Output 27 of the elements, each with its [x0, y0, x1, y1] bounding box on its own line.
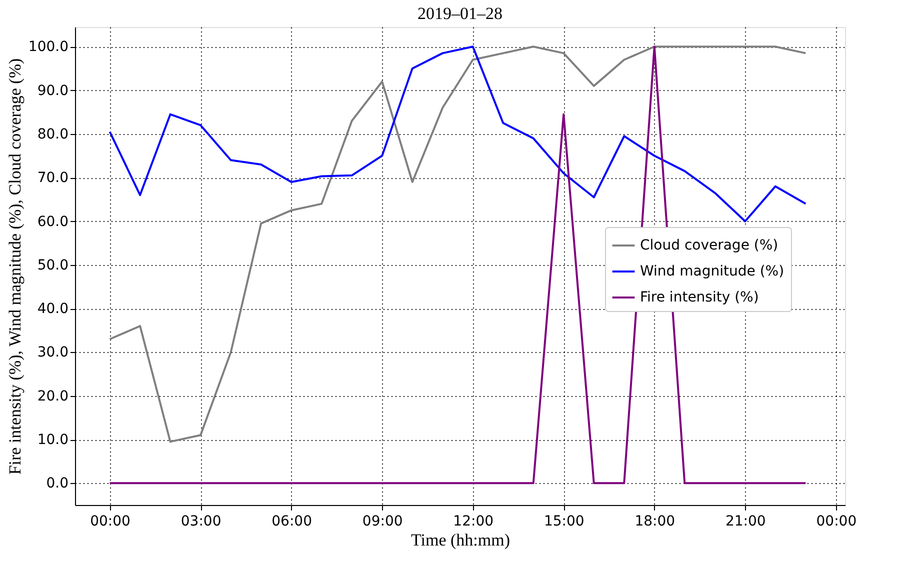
x-tick-label: 06:00 — [272, 514, 312, 530]
legend-label: Wind magnitude (%) — [640, 264, 784, 280]
y-tick-label: 100.0 — [28, 39, 68, 56]
legend-label: Fire intensity (%) — [640, 290, 759, 306]
line-series — [108, 46, 807, 222]
x-axis-title: Time (hh:mm) — [410, 530, 510, 550]
y-axis-title: Fire intensity (%), Wind magnitude (%), Cloud coverage (%) — [5, 58, 24, 475]
x-tick-label: 15:00 — [544, 514, 584, 530]
x-tick-label: 09:00 — [362, 514, 403, 530]
y-tick-label: 20.0 — [37, 388, 68, 404]
x-tick-label: 18:00 — [634, 514, 676, 530]
y-tick-label: 40.0 — [37, 301, 68, 318]
y-tick-label: 0.0 — [46, 476, 68, 492]
x-tick-label: 21:00 — [725, 514, 766, 530]
x-tick-label: 03:00 — [180, 514, 222, 530]
y-tick-label: 80.0 — [37, 126, 68, 142]
y-tick-label: 60.0 — [37, 214, 68, 230]
y-tick-label: 30.0 — [37, 344, 68, 361]
y-tick-label: 70.0 — [37, 170, 68, 186]
y-tick-label: 50.0 — [37, 257, 68, 274]
legend-label: Cloud coverage (%) — [640, 238, 778, 254]
y-tick-label: 10.0 — [37, 432, 68, 448]
y-tick-label: 90.0 — [37, 82, 68, 99]
x-tick-label: 12:00 — [453, 514, 494, 530]
x-tick-label: 00:00 — [90, 514, 130, 530]
chart-title: 2019–01–28 — [418, 4, 502, 23]
x-tick-label: 00:00 — [816, 514, 857, 530]
